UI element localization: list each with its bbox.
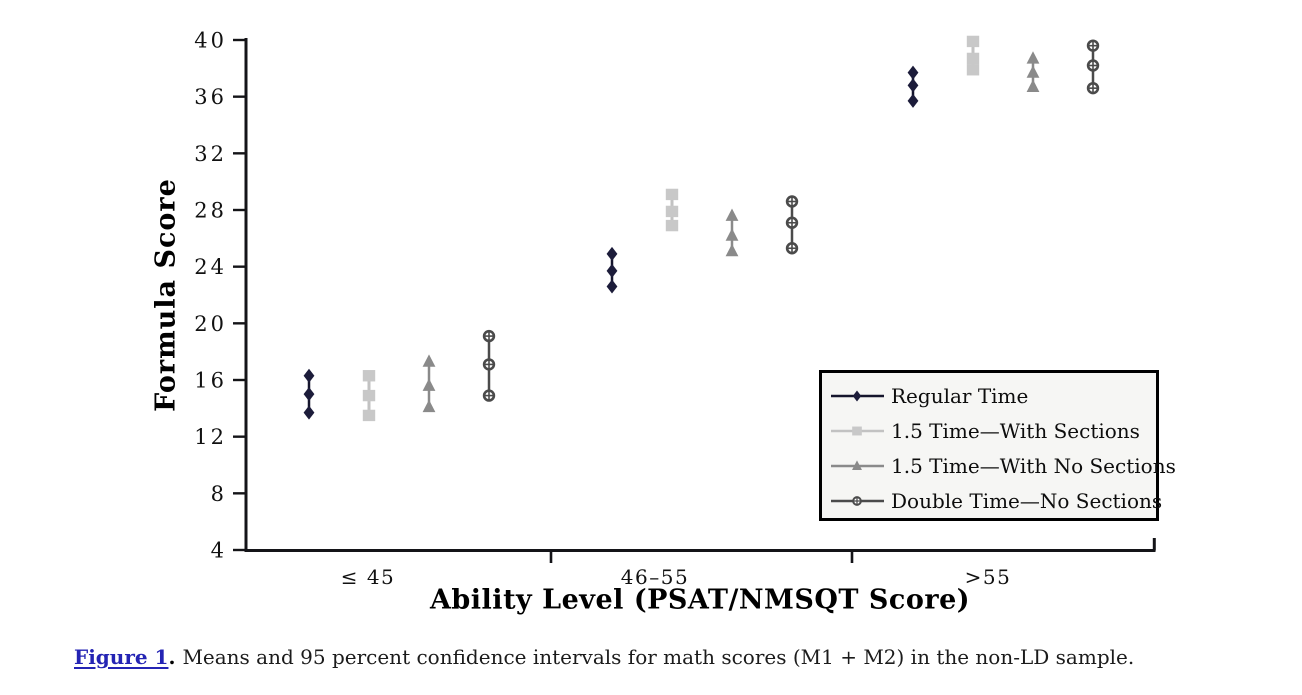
caption-text: Means and 95 percent confidence interval… — [182, 645, 1135, 669]
diamond-marker — [907, 78, 919, 93]
diamond-marker — [606, 246, 618, 261]
chart-canvas: 40 36 32 28 24 20 16 12 8 4 ≤ 45 46–55 >55 — [194, 29, 1156, 589]
triangle-marker — [422, 399, 436, 413]
x-axis-title: Ability Level (PSAT/NMSQT Score) — [429, 584, 971, 616]
legend-item: 1.5 Time—With Sections — [830, 413, 1156, 448]
figure-caption-link[interactable]: Figure 1 — [74, 645, 169, 669]
y-tick-label: 28 — [194, 199, 227, 223]
diamond-marker — [606, 263, 618, 278]
y-tick-label: 24 — [194, 255, 227, 279]
legend-swatch — [831, 426, 884, 435]
legend: Regular Time 1.5 Time—With Sections 1.5 Ti… — [819, 370, 1176, 521]
legend-item: 1.5 Time—With No Sections — [830, 448, 1176, 483]
triangle-marker — [1026, 65, 1040, 78]
legend-item: Regular Time — [830, 378, 1156, 413]
square-marker — [362, 409, 376, 422]
square-marker — [852, 426, 862, 435]
diamond-marker — [907, 65, 919, 80]
square-marker — [665, 188, 679, 201]
triangle-marker — [725, 243, 739, 257]
legend-item-label: 1.5 Time—With Sections — [891, 418, 1140, 443]
diamond-marker — [303, 368, 315, 383]
x-tick-label: >55 — [965, 565, 1012, 589]
legend-item-label: Regular Time — [891, 383, 1029, 408]
y-tick-label: 32 — [194, 142, 227, 166]
square-marker — [966, 35, 980, 48]
legend-swatch — [831, 390, 884, 401]
x-tick-label: 46–55 — [621, 565, 689, 589]
y-axis-title: Formula Score — [150, 178, 182, 412]
y-tick-label: 36 — [194, 85, 227, 109]
square-marker — [665, 205, 679, 218]
legend-item-label: Double Time—No Sections — [891, 488, 1163, 513]
triangle-marker — [852, 459, 862, 470]
triangle-marker — [1026, 51, 1040, 64]
triangle-marker — [1026, 79, 1040, 92]
figure-caption: Figure 1. Means and 95 percent confidence… — [74, 645, 1134, 669]
square-marker — [966, 52, 980, 65]
legend-item-label: 1.5 Time—With No Sections — [891, 453, 1176, 478]
diamond-marker — [606, 279, 618, 294]
diamond-marker — [852, 390, 862, 401]
legend-swatch — [831, 459, 884, 470]
square-marker — [362, 389, 376, 402]
y-tick-label: 8 — [211, 482, 227, 506]
y-tick-label: 40 — [194, 29, 227, 53]
x-tick-label: ≤ 45 — [341, 565, 396, 589]
legend-item: Double Time—No Sections — [830, 483, 1162, 518]
diamond-marker — [907, 93, 919, 108]
y-tick-label: 16 — [194, 369, 227, 393]
y-tick-label: 12 — [194, 425, 227, 449]
y-tick-label: 20 — [194, 312, 227, 336]
triangle-marker — [725, 208, 739, 221]
legend-swatch — [831, 495, 884, 506]
square-marker — [966, 64, 980, 76]
caption-period: . — [168, 645, 176, 669]
square-marker — [362, 370, 376, 382]
triangle-marker — [422, 378, 436, 391]
square-marker — [665, 219, 679, 232]
y-tick-label: 4 — [211, 539, 227, 563]
triangle-marker — [422, 354, 436, 367]
diamond-marker — [303, 387, 315, 402]
diamond-marker — [303, 405, 315, 420]
triangle-marker — [725, 228, 739, 241]
